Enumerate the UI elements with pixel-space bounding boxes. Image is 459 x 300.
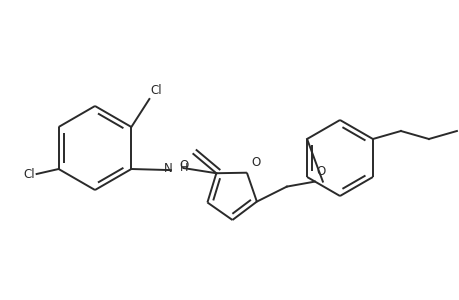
Text: N: N xyxy=(164,162,173,175)
Text: O: O xyxy=(250,156,260,169)
Text: Cl: Cl xyxy=(150,84,162,97)
Text: O: O xyxy=(179,159,188,172)
Text: H: H xyxy=(179,163,188,173)
Text: Cl: Cl xyxy=(23,169,34,182)
Text: O: O xyxy=(316,165,325,178)
